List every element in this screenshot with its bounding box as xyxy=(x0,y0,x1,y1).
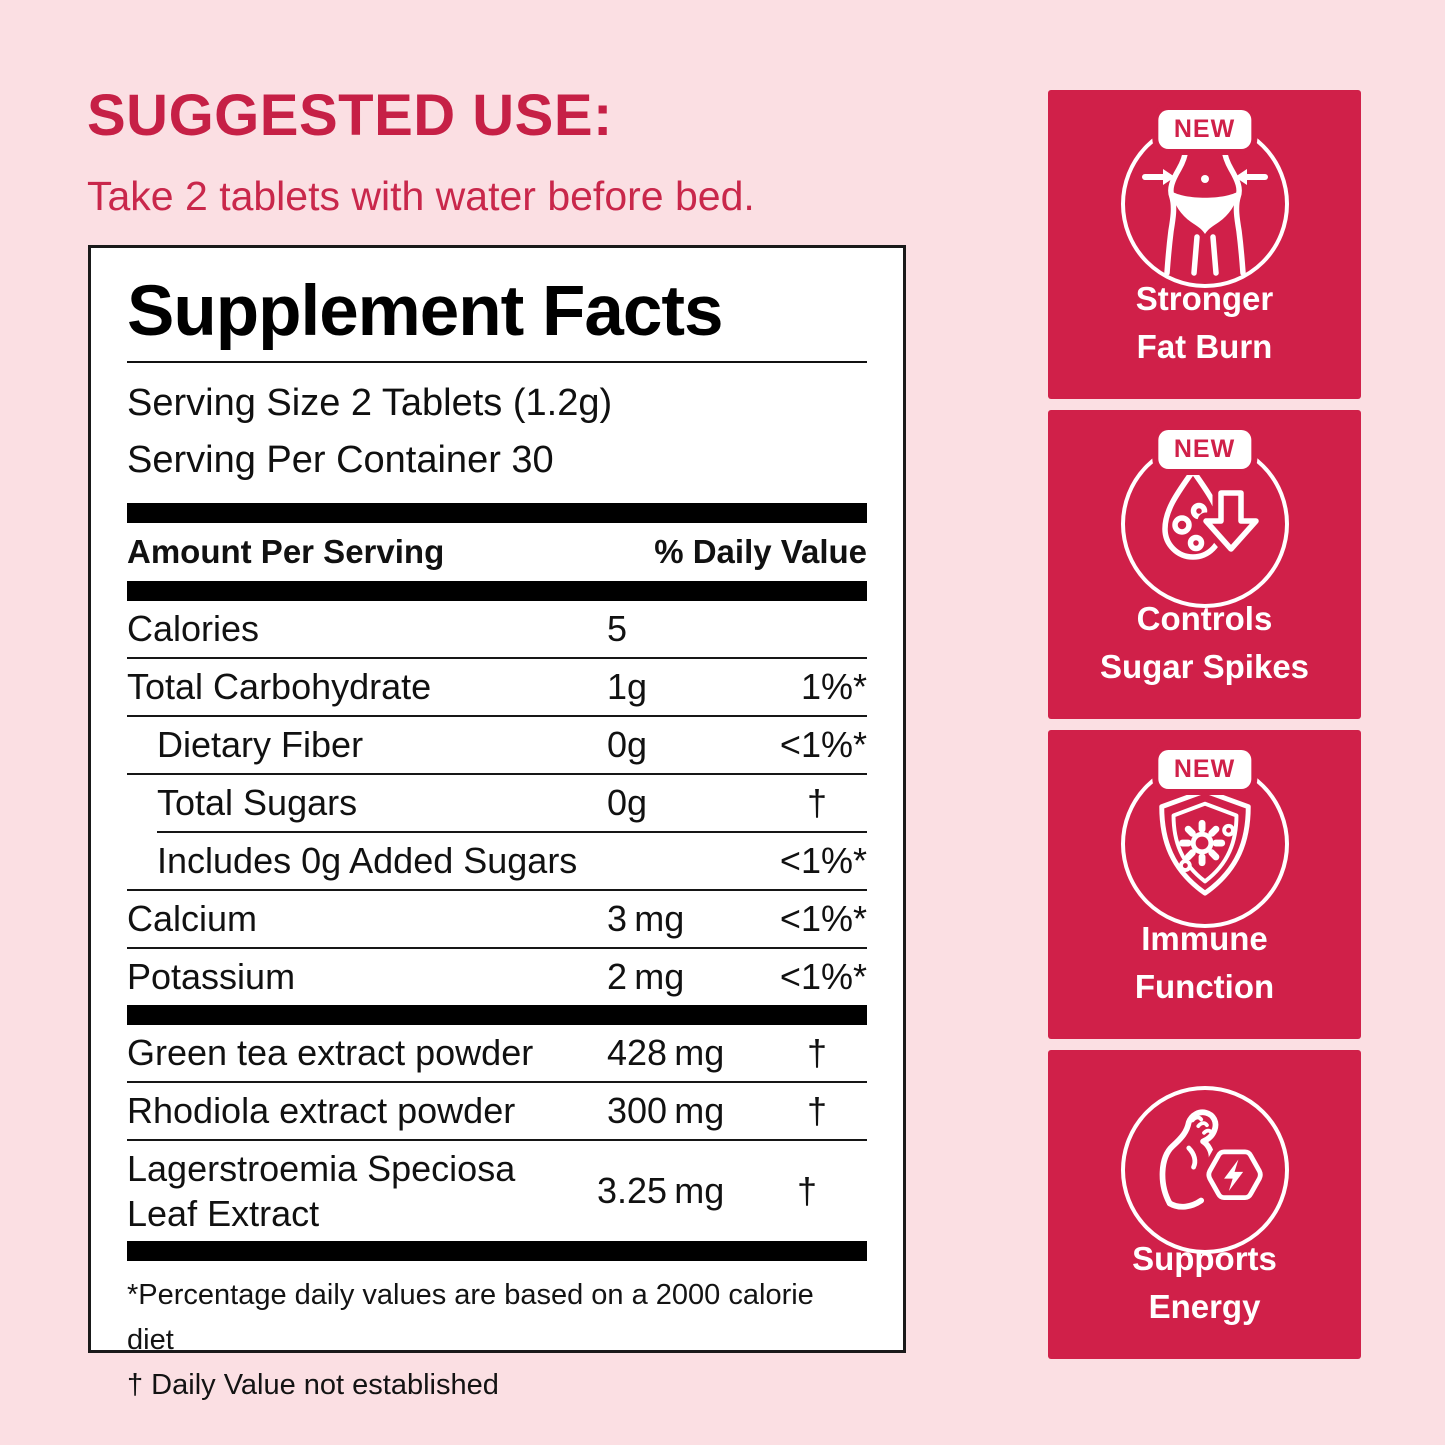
suggested-use-subtitle: Take 2 tablets with water before bed. xyxy=(87,173,755,219)
nutrient-dv: <1%* xyxy=(779,723,867,765)
energy-icon xyxy=(1138,1108,1272,1232)
serving-info: Serving Size 2 Tablets (1.2g) Serving Pe… xyxy=(127,375,867,489)
footnotes: *Percentage daily values are based on a … xyxy=(127,1273,867,1408)
benefit-card-immune: NEW xyxy=(1048,730,1361,1039)
table-row: Calcium 3 mg <1%* xyxy=(127,891,867,947)
benefit-card-sugar-control: NEW Controls Sugar Spikes xyxy=(1048,410,1361,719)
nutrient-amount: 0g xyxy=(607,781,648,823)
nutrient-name: Includes 0g Added Sugars xyxy=(157,840,578,882)
nutrient-dv: <1%* xyxy=(779,955,867,997)
ingredient-amount: 3.25 mg xyxy=(597,1169,725,1211)
icon-circle xyxy=(1120,120,1289,288)
row-divider xyxy=(127,656,867,659)
new-badge: NEW xyxy=(1157,430,1252,469)
nutrient-dv: 1%* xyxy=(800,665,867,707)
table-row: Total Carbohydrate 1g 1%* xyxy=(127,659,867,715)
servings-per-container: Serving Per Container 30 xyxy=(127,438,554,481)
new-badge: NEW xyxy=(1157,750,1252,789)
benefit-card-energy: Supports Energy xyxy=(1048,1050,1361,1359)
table-row: Potassium 2 mg <1%* xyxy=(127,949,867,1005)
facts-header-row: Amount Per Serving % Daily Value xyxy=(127,523,867,581)
thick-divider-bar xyxy=(127,1240,867,1261)
nutrient-name: Calories xyxy=(127,608,260,650)
nutrient-name: Total Sugars xyxy=(157,782,358,824)
table-row: Green tea extract powder 428 mg † xyxy=(127,1025,867,1081)
thick-divider-bar xyxy=(127,502,867,523)
nutrient-name: Dietary Fiber xyxy=(157,724,364,766)
row-divider xyxy=(127,888,867,891)
nutrient-amount: 2 mg xyxy=(607,955,685,997)
table-row: Lagerstroemia Speciosa Leaf Extract 3.25… xyxy=(127,1141,867,1241)
row-divider xyxy=(127,1138,867,1141)
thick-divider-bar xyxy=(127,580,867,601)
facts-title: Supplement Facts xyxy=(127,272,724,351)
benefit-label: Immune Function xyxy=(1134,920,1275,1006)
nutrient-dv: † xyxy=(806,781,828,823)
nutrient-name: Calcium xyxy=(127,898,258,940)
row-divider xyxy=(127,1080,867,1083)
benefit-label: Stronger Fat Burn xyxy=(1135,280,1274,366)
ingredient-name: Green tea extract powder xyxy=(127,1032,534,1074)
ingredient-dv: † xyxy=(796,1169,818,1211)
serving-size: Serving Size 2 Tablets (1.2g) xyxy=(127,381,613,424)
nutrient-dv: <1%* xyxy=(779,839,867,881)
ingredient-amount: 300 mg xyxy=(607,1089,725,1131)
row-divider xyxy=(127,772,867,775)
nutrient-dv: <1%* xyxy=(779,897,867,939)
icon-circle xyxy=(1120,1086,1289,1254)
ingredient-name: Rhodiola extract powder xyxy=(127,1090,516,1132)
table-row: Dietary Fiber 0g <1%* xyxy=(127,717,867,773)
nutrient-name: Potassium xyxy=(127,956,296,998)
thick-divider-bar xyxy=(127,1004,867,1025)
benefit-card-fat-burn: NEW Strong xyxy=(1048,90,1361,399)
footnote-dagger: † Daily Value not established xyxy=(127,1368,499,1401)
nutrient-amount: 3 mg xyxy=(607,897,685,939)
ingredient-name: Lagerstroemia Speciosa Leaf Extract xyxy=(127,1147,516,1234)
immune-shield-icon xyxy=(1146,785,1264,903)
ingredient-dv: † xyxy=(806,1089,828,1131)
row-divider xyxy=(127,946,867,949)
nutrient-name: Total Carbohydrate xyxy=(127,666,432,708)
supplement-facts-panel: Supplement Facts Serving Size 2 Tablets … xyxy=(88,245,906,1401)
daily-value-header: % Daily Value xyxy=(654,532,867,570)
suggested-use-section: SUGGESTED USE: Take 2 tablets with water… xyxy=(87,82,755,220)
row-divider-indented xyxy=(157,830,867,833)
amount-per-serving-header: Amount Per Serving xyxy=(127,532,445,570)
benefit-cards-column: NEW Strong xyxy=(1048,90,1361,1359)
benefit-label: Supports Energy xyxy=(1132,1240,1277,1326)
sugar-control-icon xyxy=(1135,465,1275,583)
table-row: Total Sugars 0g † xyxy=(127,775,867,831)
fat-burn-icon xyxy=(1135,129,1275,279)
nutrient-amount: 1g xyxy=(607,665,648,707)
table-row: Rhodiola extract powder 300 mg † xyxy=(127,1083,867,1139)
nutrient-amount: 5 xyxy=(607,607,628,649)
suggested-use-title: SUGGESTED USE: xyxy=(87,83,613,148)
table-row: Calories 5 xyxy=(127,601,867,657)
ingredient-amount: 428 mg xyxy=(607,1031,725,1073)
nutrient-amount: 0g xyxy=(607,723,648,765)
row-divider xyxy=(127,714,867,717)
title-rule xyxy=(127,360,867,363)
table-row: Includes 0g Added Sugars <1%* xyxy=(127,833,867,889)
footnote-daily-values: *Percentage daily values are based on a … xyxy=(127,1278,814,1356)
benefit-label: Controls Sugar Spikes xyxy=(1099,600,1310,686)
new-badge: NEW xyxy=(1157,110,1252,149)
ingredient-dv: † xyxy=(806,1031,828,1073)
